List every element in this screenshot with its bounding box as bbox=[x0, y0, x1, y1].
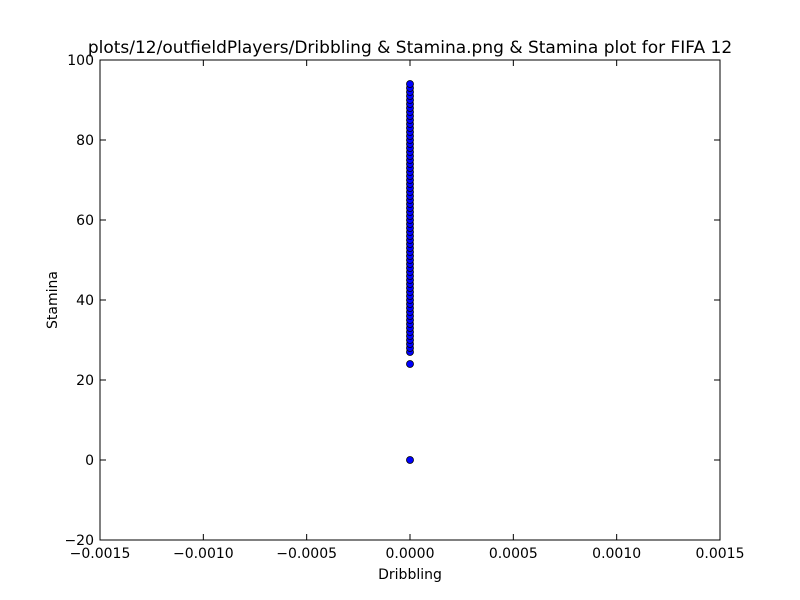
x-tick-label: 0.0000 bbox=[386, 546, 435, 562]
x-tick-label: −0.0005 bbox=[276, 546, 337, 562]
y-tick-label: 80 bbox=[76, 133, 94, 149]
y-tick-label: 0 bbox=[85, 453, 94, 469]
x-tick-label: 0.0005 bbox=[489, 546, 538, 562]
x-axis-label: Dribbling bbox=[378, 567, 442, 583]
y-tick-label: 60 bbox=[76, 213, 94, 229]
y-axis-label: Stamina bbox=[45, 271, 61, 329]
y-axis-ticks: −20 0 20 40 60 80 100 bbox=[64, 53, 720, 549]
y-tick-label: −20 bbox=[64, 533, 94, 549]
scatter-point bbox=[406, 360, 414, 368]
x-axis-ticks: −0.0015 −0.0010 −0.0005 0.0000 0.0005 0.0010 0… bbox=[70, 60, 745, 562]
y-tick-label: 40 bbox=[76, 293, 94, 309]
y-tick-label: 20 bbox=[76, 373, 94, 389]
x-tick-label: 0.0015 bbox=[696, 546, 745, 562]
scatter-point bbox=[406, 80, 414, 88]
x-tick-label: 0.0010 bbox=[592, 546, 641, 562]
y-tick-label: 100 bbox=[67, 53, 94, 69]
scatter-point bbox=[406, 456, 414, 464]
scatter-points bbox=[406, 80, 414, 464]
chart-title: plots/12/outfieldPlayers/Dribbling & Sta… bbox=[88, 38, 732, 58]
x-tick-label: −0.0015 bbox=[70, 546, 131, 562]
x-tick-label: −0.0010 bbox=[173, 546, 234, 562]
